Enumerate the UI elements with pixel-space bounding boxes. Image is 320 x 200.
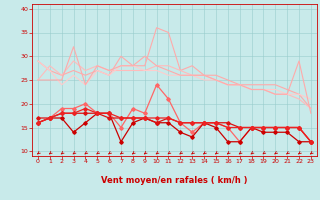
X-axis label: Vent moyen/en rafales ( km/h ): Vent moyen/en rafales ( km/h ) [101, 176, 248, 185]
